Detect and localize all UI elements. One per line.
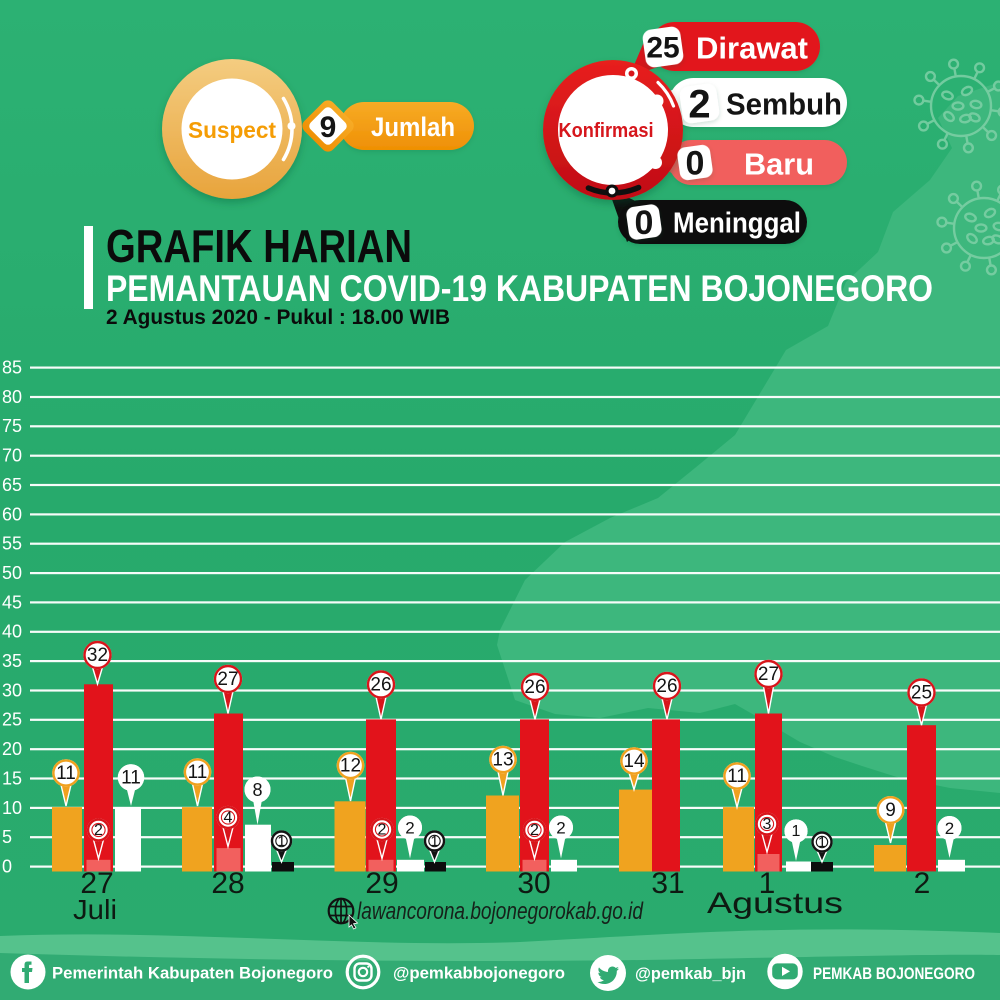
svg-text:Jumlah: Jumlah bbox=[371, 112, 455, 142]
svg-text:13: 13 bbox=[492, 750, 513, 771]
svg-text:9: 9 bbox=[320, 111, 337, 144]
svg-text:30: 30 bbox=[2, 680, 22, 700]
svg-text:Sembuh: Sembuh bbox=[726, 87, 842, 122]
svg-text:32: 32 bbox=[87, 645, 108, 666]
svg-text:26: 26 bbox=[524, 677, 545, 698]
svg-text:2: 2 bbox=[530, 822, 539, 839]
svg-text:15: 15 bbox=[2, 768, 22, 788]
svg-text:0: 0 bbox=[686, 145, 705, 183]
svg-text:2 Agustus 2020 - Pukul : 18.00: 2 Agustus 2020 - Pukul : 18.00 WIB bbox=[106, 306, 450, 329]
svg-text:35: 35 bbox=[2, 651, 22, 671]
svg-text:60: 60 bbox=[2, 504, 22, 524]
svg-text:27: 27 bbox=[217, 669, 238, 690]
svg-text:PEMANTAUAN COVID-19 KABUPATEN: PEMANTAUAN COVID-19 KABUPATEN BOJONEGORO bbox=[106, 268, 933, 309]
svg-text:Baru: Baru bbox=[744, 147, 814, 182]
svg-text:PEMKAB BOJONEGORO: PEMKAB BOJONEGORO bbox=[813, 965, 975, 983]
svg-text:50: 50 bbox=[2, 563, 22, 583]
svg-text:11: 11 bbox=[188, 762, 208, 783]
svg-text:Dirawat: Dirawat bbox=[696, 31, 808, 66]
svg-text:8: 8 bbox=[252, 780, 262, 800]
svg-text:1: 1 bbox=[792, 823, 801, 840]
svg-text:26: 26 bbox=[656, 676, 677, 697]
svg-text:40: 40 bbox=[2, 622, 22, 642]
svg-text:1: 1 bbox=[759, 867, 776, 900]
svg-text:10: 10 bbox=[2, 798, 22, 818]
svg-text:80: 80 bbox=[2, 387, 22, 407]
svg-text:11: 11 bbox=[56, 763, 76, 784]
svg-text:1: 1 bbox=[277, 833, 285, 850]
svg-text:26: 26 bbox=[370, 675, 391, 696]
svg-text:Suspect: Suspect bbox=[188, 117, 276, 143]
svg-text:12: 12 bbox=[340, 756, 361, 777]
svg-text:28: 28 bbox=[211, 867, 244, 900]
svg-text:3: 3 bbox=[763, 816, 772, 833]
svg-text:2: 2 bbox=[378, 822, 387, 839]
svg-text:2: 2 bbox=[688, 83, 710, 127]
svg-text:Konfirmasi: Konfirmasi bbox=[559, 120, 654, 142]
svg-text:85: 85 bbox=[2, 358, 22, 378]
svg-text:25: 25 bbox=[646, 32, 679, 65]
svg-text:Meninggal: Meninggal bbox=[673, 208, 801, 240]
svg-text:2: 2 bbox=[405, 819, 414, 838]
svg-text:2: 2 bbox=[945, 819, 954, 838]
svg-text:1: 1 bbox=[818, 834, 826, 851]
svg-text:30: 30 bbox=[517, 867, 550, 900]
svg-text:25: 25 bbox=[911, 683, 932, 704]
svg-text:9: 9 bbox=[885, 800, 896, 821]
svg-text:55: 55 bbox=[2, 534, 22, 554]
svg-text:lawancorona.bojonegorokab.go.i: lawancorona.bojonegorokab.go.id bbox=[357, 898, 644, 925]
svg-text:29: 29 bbox=[365, 867, 398, 900]
svg-text:Juli: Juli bbox=[73, 894, 117, 925]
svg-text:27: 27 bbox=[758, 664, 779, 685]
svg-text:2: 2 bbox=[914, 867, 931, 900]
svg-text:14: 14 bbox=[623, 751, 645, 772]
svg-text:GRAFIK HARIAN: GRAFIK HARIAN bbox=[106, 220, 412, 272]
svg-text:31: 31 bbox=[651, 867, 684, 900]
svg-text:11: 11 bbox=[727, 766, 747, 787]
svg-text:70: 70 bbox=[2, 446, 22, 466]
svg-text:25: 25 bbox=[2, 710, 22, 730]
svg-text:0: 0 bbox=[635, 204, 654, 242]
svg-text:Agustus: Agustus bbox=[707, 887, 843, 920]
svg-text:5: 5 bbox=[2, 827, 12, 847]
svg-text:0: 0 bbox=[2, 857, 12, 877]
svg-text:20: 20 bbox=[2, 739, 22, 759]
svg-text:2: 2 bbox=[556, 819, 565, 838]
svg-text:@pemkabbojonegoro: @pemkabbojonegoro bbox=[393, 964, 565, 983]
svg-text:45: 45 bbox=[2, 592, 22, 612]
svg-text:2: 2 bbox=[94, 822, 103, 839]
svg-text:Pemerintah Kabupaten Bojonegor: Pemerintah Kabupaten Bojonegoro bbox=[52, 964, 333, 983]
svg-text:75: 75 bbox=[2, 416, 22, 436]
svg-text:1: 1 bbox=[430, 833, 438, 850]
svg-text:27: 27 bbox=[80, 867, 113, 900]
svg-text:4: 4 bbox=[224, 810, 233, 827]
svg-text:65: 65 bbox=[2, 475, 22, 495]
svg-text:11: 11 bbox=[121, 768, 141, 789]
svg-text:@pemkab_bjn: @pemkab_bjn bbox=[635, 964, 746, 983]
